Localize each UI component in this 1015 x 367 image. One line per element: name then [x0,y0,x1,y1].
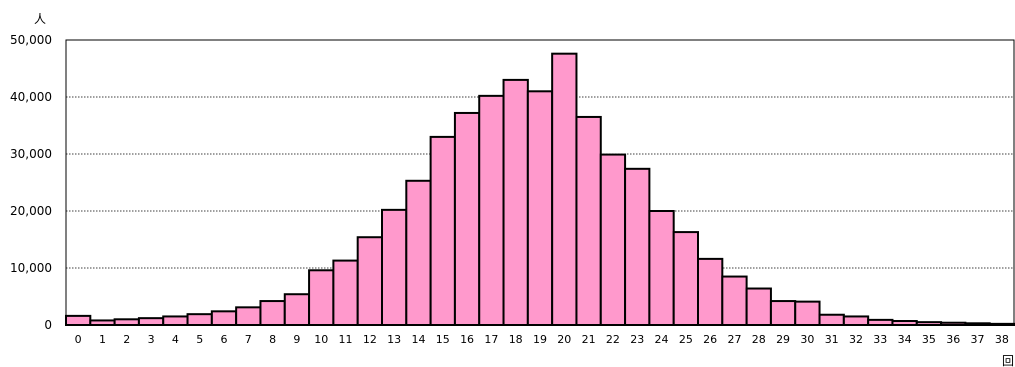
x-tick-label: 37 [971,333,985,346]
bars [65,52,1015,327]
bar-27 [721,275,748,326]
x-tick-label: 17 [484,333,498,346]
bar-4 [162,315,189,327]
x-tick-label: 0 [75,333,82,346]
bar-3 [137,317,165,327]
x-tick-label: 16 [460,333,474,346]
bar-17 [478,94,505,326]
bar-18 [502,78,529,327]
x-tick-label: 6 [221,333,228,346]
x-tick-label: 20 [557,333,571,346]
bar-11 [332,259,359,326]
bar-1 [89,319,116,327]
bar-34 [891,320,918,327]
x-tick-label: 4 [172,333,179,346]
bar-5 [186,313,213,327]
x-tick-label: 19 [533,333,547,346]
bar-31 [818,313,845,326]
x-tick-label: 21 [582,333,596,346]
x-tick-label: 13 [387,333,401,346]
plot-frame [65,39,1015,326]
x-tick-label: 35 [922,333,936,346]
x-tick-label: 11 [339,333,353,346]
y-tick-label: 0 [44,318,52,332]
bar-20 [551,52,578,327]
bar-26 [697,257,724,327]
bar-15 [429,135,456,326]
x-tick-label: 32 [849,333,863,346]
bar-8 [259,300,286,326]
bar-23 [624,167,651,326]
y-tick-label: 30,000 [10,147,52,161]
y-tick-label: 40,000 [10,90,52,104]
x-tick-label: 3 [148,333,155,346]
y-tick-label: 50,000 [10,33,52,47]
x-tick-label: 31 [825,333,839,346]
bar-28 [745,287,772,326]
bar-22 [599,153,627,326]
bar-25 [672,231,700,326]
bar-2 [113,318,140,326]
x-tick-label: 27 [727,333,741,346]
bar-6 [210,310,238,327]
x-tick-label: 18 [509,333,523,346]
x-tick-label: 10 [314,333,328,346]
x-tick-label: 5 [196,333,203,346]
x-tick-label: 1 [99,333,106,346]
x-tick-label: 8 [269,333,276,346]
y-tick-label: 10,000 [10,261,52,275]
bar-19 [526,90,554,326]
y-axis-unit-label: 人 [34,12,46,26]
x-tick-label: 36 [946,333,960,346]
bar-9 [283,293,311,327]
x-tick-label: 15 [436,333,450,346]
bar-16 [453,111,481,326]
x-tick-label: 14 [411,333,425,346]
x-tick-label: 28 [752,333,766,346]
x-tick-label: 9 [293,333,300,346]
bar-14 [405,179,432,326]
bar-24 [648,210,675,326]
x-tick-label: 24 [655,333,669,346]
x-axis-unit-label: 回 [1002,354,1014,367]
y-axis-ticks: 0 10,000 20,000 30,000 40,000 50,000 [10,33,52,332]
x-tick-label: 30 [800,333,814,346]
bar-10 [308,269,335,326]
x-tick-label: 12 [363,333,377,346]
x-tick-label: 33 [873,333,887,346]
x-tick-label: 25 [679,333,693,346]
x-tick-label: 2 [123,333,130,346]
x-tick-label: 7 [245,333,252,346]
x-tick-label: 22 [606,333,620,346]
x-tick-label: 38 [995,333,1009,346]
bar-29 [769,300,797,326]
bar-30 [794,300,821,327]
x-tick-label: 23 [630,333,644,346]
bar-33 [867,318,894,326]
x-tick-label: 34 [898,333,912,346]
bar-21 [575,115,602,326]
bar-12 [356,236,384,326]
x-tick-label: 26 [703,333,717,346]
x-axis-ticks: 0 1 2 3 4 5 6 7 8 9 10 11 12 13 14 15 16 17 18 19 20 21 22 23 24… [75,333,1009,346]
x-tick-label: 29 [776,333,790,346]
bar-13 [381,208,408,326]
bar-0 [65,314,92,327]
y-tick-label: 20,000 [10,204,52,218]
bar-32 [842,315,870,327]
bar-7 [235,306,262,326]
